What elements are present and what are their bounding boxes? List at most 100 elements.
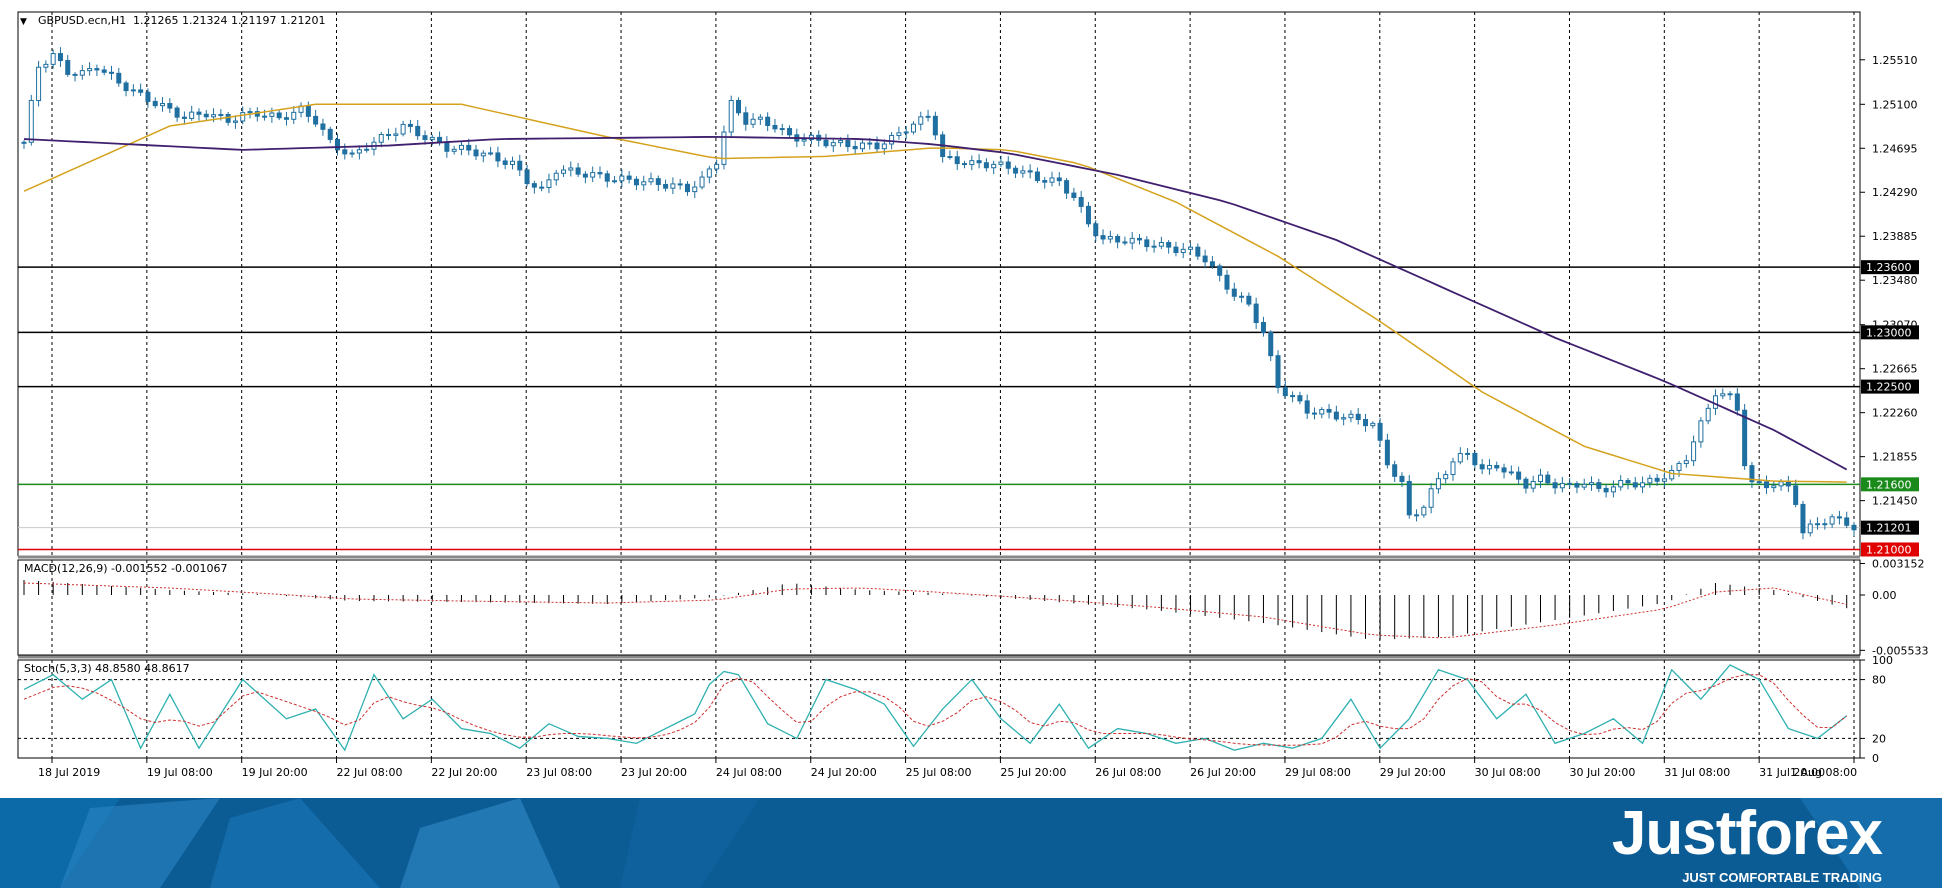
x-axis-label: 31 Jul 08:00 [1664, 766, 1730, 779]
candle-bear [626, 175, 632, 180]
candle-bull [218, 113, 224, 116]
candle-bear [444, 141, 450, 152]
candle-bear [1085, 205, 1091, 225]
candle-bear [743, 112, 749, 125]
candle-bull [991, 163, 997, 169]
candle-bear [852, 146, 858, 150]
candle-bull [910, 123, 916, 133]
candle-bear [1363, 418, 1369, 427]
candle-bear [983, 162, 989, 169]
candle-bull [1486, 465, 1492, 470]
candle-bull [903, 131, 909, 134]
candle-bear [502, 160, 508, 165]
level-label: 1.21000 [1866, 543, 1912, 556]
candle-bear [1136, 237, 1143, 241]
candle-bear [954, 156, 960, 165]
candle-bear [735, 99, 742, 114]
candle-bull [1129, 237, 1135, 244]
candle-bear [167, 103, 173, 109]
y-axis-label: 1.24695 [1872, 142, 1918, 155]
symbol-menu-icon[interactable]: ▼ [20, 17, 27, 27]
candle-bull [1049, 177, 1055, 183]
candle-bull [619, 175, 625, 182]
x-axis-label: 19 Jul 08:00 [147, 766, 213, 779]
candle-bear [1027, 170, 1033, 173]
candle-bull [801, 138, 807, 142]
candle-bear [1231, 288, 1237, 297]
candle-bull [648, 178, 654, 183]
stoch-signal-line [23, 674, 1848, 746]
candle-bear [1625, 480, 1631, 484]
level-tag [1861, 379, 1919, 394]
candle-bull [480, 152, 486, 157]
candle-bear [262, 115, 268, 118]
candle-bear [305, 105, 311, 117]
candle-bear [1275, 355, 1281, 388]
candle-bear [582, 173, 588, 178]
candle-bear [72, 73, 78, 76]
candle-bear [597, 172, 603, 175]
stoch-main-line [23, 664, 1848, 752]
y-axis-label: 1.25510 [1872, 54, 1918, 67]
candle-bear [1800, 503, 1806, 534]
candle-bull [561, 169, 567, 174]
candle-bull [79, 70, 85, 76]
brand-logo: Justforex [1611, 799, 1883, 868]
candle-bear [1282, 386, 1288, 397]
candle-bear [1326, 408, 1332, 413]
candle-bear [1355, 413, 1361, 420]
candle-bear [1785, 481, 1791, 487]
candle-bear [1056, 177, 1062, 182]
candle-bull [1428, 488, 1434, 508]
candle-bear [1377, 422, 1383, 441]
candle-bull [1370, 422, 1376, 427]
moving-averages [23, 103, 1848, 483]
candle-bear [1224, 274, 1230, 290]
candle-bull [21, 141, 27, 144]
candle-bull [969, 160, 975, 166]
candle-bear [1523, 478, 1529, 489]
candle-bull [509, 160, 515, 165]
candle-bull [612, 180, 618, 183]
candle-bear [65, 60, 71, 75]
candle-bear [1173, 246, 1179, 254]
candle-bear [1603, 487, 1609, 493]
x-axis-label: 26 Jul 20:00 [1190, 766, 1256, 779]
candle-bull [1698, 420, 1704, 443]
candle-bear [1078, 197, 1084, 207]
x-axis-label: 24 Jul 20:00 [811, 766, 877, 779]
candle-bear [415, 125, 421, 137]
x-axis-label: 23 Jul 08:00 [526, 766, 592, 779]
candle-bull [240, 112, 246, 122]
candle-bull [1618, 480, 1624, 488]
macd-axis-label: -0.005533 [1872, 644, 1928, 657]
candle-bull [1705, 407, 1711, 422]
candle-bear [1246, 295, 1252, 305]
macd-axis-label: 0.003152 [1872, 557, 1925, 570]
candle-bear [1005, 161, 1011, 169]
candle-bull [699, 176, 705, 188]
candle-bear [575, 167, 581, 175]
candle-bull [553, 172, 559, 181]
candle-bull [349, 152, 355, 155]
candle-bull [1712, 395, 1718, 409]
candle-bull [692, 186, 698, 193]
candle-bear [466, 144, 472, 151]
symbol-label: GBPUSD.ecn,H1 [38, 14, 126, 27]
brand-tagline: JUST COMFORTABLE TRADING [1682, 870, 1882, 885]
candle-bear [976, 160, 982, 164]
candle-bear [1253, 303, 1259, 324]
candle-bear [539, 186, 545, 189]
chart-header[interactable]: ▼ GBPUSD.ecn,H1 1.21265 1.21324 1.21197 … [20, 14, 325, 27]
candle-bear [1195, 246, 1201, 257]
candle-bull [779, 128, 785, 131]
candle-bull [1158, 242, 1164, 247]
candle-bull [1610, 486, 1616, 493]
candle-bull [393, 133, 399, 136]
candle-bear [1268, 331, 1274, 357]
stoch-axis-label: 20 [1872, 732, 1886, 745]
candle-bull [1720, 393, 1726, 397]
candle-bull [641, 181, 647, 186]
y-axis-label: 1.25100 [1872, 98, 1918, 111]
candle-bull [1457, 453, 1463, 463]
